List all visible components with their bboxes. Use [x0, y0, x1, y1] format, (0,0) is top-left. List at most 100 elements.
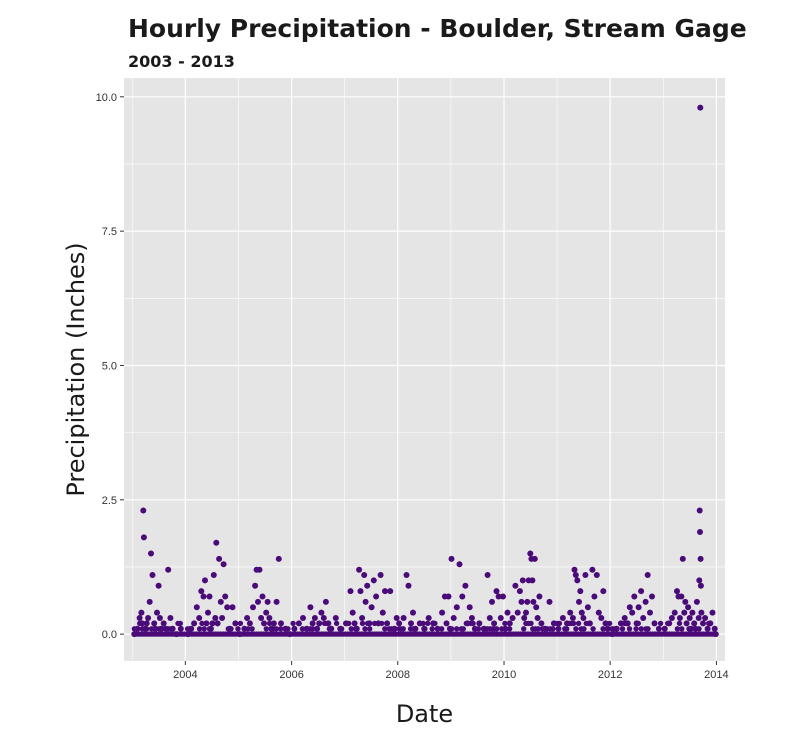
baseline-point [502, 620, 508, 627]
baseline-point [177, 620, 183, 627]
baseline-point [235, 626, 241, 632]
data-point [491, 620, 498, 627]
data-point [307, 604, 314, 611]
data-point [635, 604, 642, 611]
data-point [357, 588, 364, 595]
data-point [666, 620, 673, 627]
data-point [173, 631, 180, 638]
data-point [165, 566, 172, 573]
baseline-point [367, 626, 373, 632]
data-point [682, 598, 689, 605]
data-point [291, 625, 298, 632]
data-point [430, 620, 437, 627]
data-point [655, 625, 662, 632]
data-point [480, 625, 487, 632]
data-point [512, 582, 519, 589]
data-point [216, 555, 223, 562]
data-point [188, 625, 195, 632]
data-point [589, 566, 596, 573]
baseline-point [362, 626, 368, 632]
data-point [445, 593, 452, 600]
data-point [145, 615, 152, 621]
data-point [366, 620, 373, 627]
data-point [316, 620, 323, 627]
data-point [696, 507, 703, 514]
data-point [256, 566, 263, 573]
data-point [504, 609, 511, 616]
data-point [683, 620, 690, 627]
data-point [193, 604, 200, 611]
data-point [236, 631, 243, 638]
data-point [162, 625, 169, 632]
data-point [282, 625, 289, 632]
baseline-point [679, 626, 685, 632]
baseline-point [429, 626, 435, 632]
data-point [546, 598, 553, 605]
baseline-point [573, 626, 579, 632]
data-point [325, 620, 332, 627]
baseline-point [273, 626, 279, 632]
x-tick-label: 2004 [173, 669, 197, 681]
data-point [697, 529, 703, 535]
data-point [146, 598, 153, 605]
y-tick-label: 0.0 [102, 629, 117, 641]
baseline-point [201, 626, 207, 632]
data-point [500, 593, 506, 600]
baseline-point [400, 626, 406, 632]
baseline-point [600, 626, 606, 632]
data-point [177, 625, 184, 632]
chart-title: Hourly Precipitation - Boulder, Stream G… [128, 14, 747, 43]
data-point [598, 615, 605, 621]
baseline-point [521, 626, 527, 632]
data-point [519, 577, 526, 584]
data-point [207, 625, 214, 632]
data-point [580, 615, 587, 621]
data-point [219, 615, 226, 621]
data-point [651, 620, 658, 627]
data-point [140, 534, 147, 541]
data-point [185, 631, 192, 638]
y-tick-label: 2.5 [102, 495, 117, 507]
baseline-point [333, 620, 340, 627]
data-point [405, 582, 412, 589]
data-point [443, 620, 450, 627]
baseline-point [676, 620, 683, 627]
data-point [154, 609, 160, 616]
data-point [686, 615, 693, 621]
data-point [529, 577, 536, 584]
data-point [303, 625, 310, 632]
data-point [567, 609, 574, 616]
data-point [300, 615, 306, 621]
data-point [261, 620, 267, 627]
data-point [506, 620, 513, 627]
data-point [693, 598, 700, 605]
data-point [647, 609, 653, 616]
data-point [169, 625, 176, 632]
data-point [139, 620, 146, 627]
baseline-point [626, 626, 633, 632]
data-point [459, 593, 466, 600]
baseline-point [570, 620, 577, 627]
data-point [210, 572, 217, 578]
baseline-point [249, 626, 255, 632]
data-point [661, 625, 668, 632]
data-point [270, 620, 277, 627]
data-point [131, 631, 138, 638]
data-point [712, 631, 719, 638]
data-point [613, 625, 620, 632]
data-point [569, 615, 576, 621]
data-point [691, 620, 698, 627]
data-point [220, 561, 227, 568]
data-point [621, 615, 628, 621]
data-point [320, 615, 327, 621]
data-point [217, 598, 224, 605]
baseline-point [638, 626, 644, 632]
data-point [523, 609, 529, 616]
data-point [425, 615, 432, 621]
data-point [591, 593, 598, 600]
data-points [131, 104, 719, 638]
data-point [167, 615, 174, 621]
data-point [151, 620, 158, 627]
baseline-point [470, 620, 476, 627]
data-point [332, 615, 339, 621]
